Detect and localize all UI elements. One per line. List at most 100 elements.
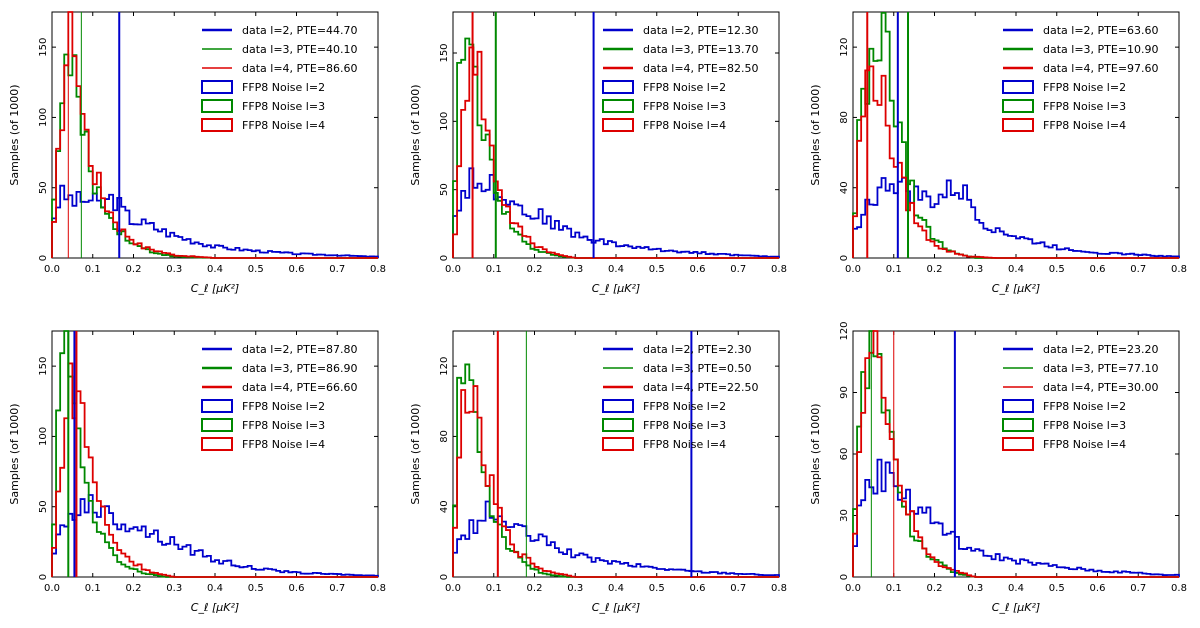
y-tick-label: 80 <box>439 430 450 443</box>
y-tick-label: 150 <box>38 38 49 57</box>
x-tick-label: 0.2 <box>527 264 543 275</box>
y-tick-label: 80 <box>839 111 850 124</box>
histogram-series-2 <box>852 176 1180 258</box>
histogram-series-2 <box>852 458 1180 577</box>
legend-box-marker <box>201 418 233 432</box>
y-axis-label: Samples (of 1000) <box>409 403 422 504</box>
x-tick-label: 0.1 <box>85 264 101 275</box>
legend-label: FFP8 Noise l=4 <box>242 119 325 132</box>
histogram-series-4 <box>51 11 378 259</box>
x-tick-label: 0.2 <box>126 264 142 275</box>
x-tick-label: 0.7 <box>730 583 746 594</box>
y-tick-label: 150 <box>439 43 450 62</box>
x-tick-label: 0.1 <box>486 264 502 275</box>
x-tick-label: 0.4 <box>207 264 223 275</box>
y-tick-label: 0 <box>38 574 49 580</box>
legend-label: FFP8 Noise l=4 <box>643 438 726 451</box>
legend-box-marker <box>201 118 233 132</box>
legend-label: FFP8 Noise l=4 <box>242 438 325 451</box>
y-axis-label: Samples (of 1000) <box>8 84 21 185</box>
y-tick-label: 60 <box>839 448 850 461</box>
legend-box-marker <box>602 118 634 132</box>
legend-box-marker <box>1002 80 1034 94</box>
legend-label: FFP8 Noise l=2 <box>242 400 325 413</box>
legend-box-marker <box>201 99 233 113</box>
x-tick-label: 0.2 <box>527 583 543 594</box>
y-tick-label: 100 <box>38 108 49 127</box>
x-tick-label: 0.1 <box>85 583 101 594</box>
x-tick-label: 0.3 <box>567 583 583 594</box>
legend-label: FFP8 Noise l=3 <box>242 100 325 113</box>
legend-label: data l=3, PTE=77.10 <box>1043 362 1159 375</box>
x-tick-label: 0.2 <box>927 264 943 275</box>
x-tick-label: 0.0 <box>44 264 60 275</box>
x-tick-label: 0.2 <box>927 583 943 594</box>
legend-label: data l=2, PTE=63.60 <box>1043 24 1159 37</box>
y-tick-label: 0 <box>839 574 850 580</box>
legend-label: data l=3, PTE=13.70 <box>643 43 759 56</box>
legend-label: FFP8 Noise l=3 <box>242 419 325 432</box>
x-tick-label: 0.7 <box>730 264 746 275</box>
y-axis-label: Samples (of 1000) <box>809 84 822 185</box>
legend-label: FFP8 Noise l=3 <box>643 419 726 432</box>
x-tick-label: 0.1 <box>886 583 902 594</box>
chart-panel-5: 0.0 0.1 0.2 0.3 0.4 0.5 0.6 0.7 0.8 0 40 80 120 C_ℓ [… <box>409 330 787 614</box>
x-tick-label: 0.4 <box>608 264 624 275</box>
histogram-series-4 <box>852 330 1179 578</box>
y-axis-label: Samples (of 1000) <box>409 84 422 185</box>
legend-box-marker <box>201 437 233 451</box>
legend-box-marker <box>602 437 634 451</box>
x-axis-label: C_ℓ [μK²] <box>592 601 640 614</box>
legend-box-marker <box>602 80 634 94</box>
y-tick-label: 150 <box>38 357 49 376</box>
legend-label: FFP8 Noise l=3 <box>1043 100 1126 113</box>
y-axis-label: Samples (of 1000) <box>809 403 822 504</box>
y-tick-label: 50 <box>439 183 450 196</box>
chart-panel-6: 0.0 0.1 0.2 0.3 0.4 0.5 0.6 0.7 0.8 0 30 60 90 120 C_ℓ… <box>809 321 1187 614</box>
histogram-series-4 <box>852 65 1179 259</box>
legend-label: FFP8 Noise l=4 <box>1043 438 1126 451</box>
histogram-series-4 <box>452 385 779 578</box>
legend-label: data l=4, PTE=82.50 <box>643 62 759 75</box>
legend-box-marker <box>1002 437 1034 451</box>
x-tick-label: 0.4 <box>207 583 223 594</box>
x-tick-label: 0.6 <box>1090 583 1106 594</box>
histogram-series-3 <box>452 363 779 578</box>
legend-box-marker <box>1002 99 1034 113</box>
x-tick-label: 0.6 <box>690 583 706 594</box>
legend-box-marker <box>1002 118 1034 132</box>
x-tick-label: 0.4 <box>1008 264 1024 275</box>
legend-box-marker <box>1002 399 1034 413</box>
x-tick-label: 0.8 <box>1171 264 1187 275</box>
legend-label: data l=4, PTE=22.50 <box>643 381 759 394</box>
y-tick-label: 40 <box>839 181 850 194</box>
legend-label: FFP8 Noise l=2 <box>643 81 726 94</box>
y-tick-label: 100 <box>38 427 49 446</box>
legend-label: FFP8 Noise l=3 <box>643 100 726 113</box>
legend-label: data l=2, PTE=23.20 <box>1043 343 1159 356</box>
x-tick-label: 0.8 <box>370 583 386 594</box>
legend-box-marker <box>602 99 634 113</box>
x-tick-label: 0.6 <box>289 264 305 275</box>
histogram-series-4 <box>51 362 378 578</box>
x-tick-label: 0.6 <box>289 583 305 594</box>
y-tick-label: 120 <box>439 357 450 376</box>
legend-label: data l=4, PTE=66.60 <box>242 381 358 394</box>
y-tick-label: 50 <box>38 500 49 513</box>
y-tick-label: 30 <box>839 509 850 522</box>
legend-label: data l=4, PTE=30.00 <box>1043 381 1159 394</box>
x-tick-label: 0.8 <box>1171 583 1187 594</box>
y-tick-label: 0 <box>439 574 450 580</box>
x-axis-label: C_ℓ [μK²] <box>191 601 239 614</box>
x-tick-label: 0.3 <box>567 264 583 275</box>
y-tick-label: 0 <box>839 255 850 261</box>
legend-label: FFP8 Noise l=2 <box>1043 400 1126 413</box>
x-axis-label: C_ℓ [μK²] <box>191 282 239 295</box>
legend-box-marker <box>602 399 634 413</box>
chart-panel-2: 0.0 0.1 0.2 0.3 0.4 0.5 0.6 0.7 0.8 0 50 100 150 C_ℓ … <box>409 11 787 295</box>
legend-label: data l=2, PTE=87.80 <box>242 343 358 356</box>
chart-panel-1: 0.0 0.1 0.2 0.3 0.4 0.5 0.6 0.7 0.8 0 50 100 150 C_ℓ … <box>8 11 386 295</box>
x-tick-label: 0.6 <box>690 264 706 275</box>
x-tick-label: 0.5 <box>1049 264 1065 275</box>
